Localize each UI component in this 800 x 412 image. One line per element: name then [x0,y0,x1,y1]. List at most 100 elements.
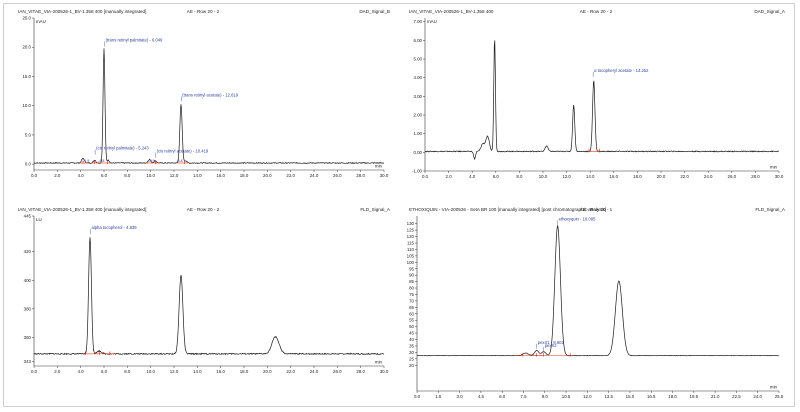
x-tick-label: 4.5 [478,394,485,399]
peak-small-label: -1.9 [83,159,89,163]
peak-small-label: 1 [92,348,94,352]
y-tick-label: 4.00 [413,75,422,80]
x-tick-label: 26.0 [333,369,342,374]
y-tick-label: -1.00 [412,169,423,174]
y-tick-label: 380 [24,306,32,311]
x-tick-label: 24.0 [753,394,762,399]
peak-small-label: -3.9 [148,159,154,163]
peak-small-label: -4.8 [98,159,104,163]
x-tick-label: 0.0 [414,394,421,399]
y-tick-label: 1.00 [413,131,422,136]
y-tick-label: 130 [407,221,415,226]
peak-annotation-label: (trans retinyl acetate) - 12.619 [182,92,239,97]
x-tick-label: 18.0 [240,173,249,178]
y-tick-label: 10.0 [22,103,31,108]
x-tick-label: 4.0 [78,369,85,374]
panel-filename: IAN_VITAE_VIA-200526-1_BV-1.358 400 [409,9,494,14]
x-tick-label: 22.0 [286,369,295,374]
panel-signal-name: DAD_Signal_B [359,9,390,14]
peak-annotation-label: α tocopheryl acetate - 14.252 [594,68,649,73]
x-tick-label: 30.0 [380,173,389,178]
x-tick-label: 14.0 [193,173,202,178]
x-tick-label: 28.0 [356,369,365,374]
x-tick-label: 22.0 [680,174,689,179]
panel-row-label: AE - Row 20 - 2 [186,207,220,212]
chromatogram-panel-bottom-left: IAN_VITAE_VIA-200526-1_BV-1.358 400 [man… [12,206,394,380]
panel-signal-name: FLD_Signal_A [755,207,785,212]
chromatogram-plot: 0.0 2.0 4.0 6.0 8.0 10.0 12.0 14.0 16.0 18.0 20.0 2… [412,18,784,179]
chromatogram-panel-top-left: IAN_VITAE_VIA-200526-1_BV-1.358 400 [man… [12,8,394,184]
y-tick-label: 95 [409,266,414,271]
panel-filename: ETHOXIQUIN - VIA-200526 - SetA BR 100 [m… [409,207,607,212]
y-tick-label: 105 [407,253,415,258]
chromatogram-trace [33,237,385,356]
y-tick-label: 0.00 [413,150,422,155]
chromatogram-panel-bottom-right: ETHOXIQUIN - VIA-200526 - SetA BR 100 [m… [403,206,789,405]
x-tick-label: 8.0 [124,369,131,374]
y-tick-label: 60 [409,311,414,316]
y-tick-label: 0.0 [25,162,32,167]
x-tick-label: 15.0 [626,394,635,399]
x-tick-label: 6.0 [101,369,108,374]
panel-filename: IAN_VITAE_VIA-200526-1_BV-1.358 400 [man… [18,9,147,14]
panel-signal-name: DAD_Signal_A [754,9,785,14]
x-tick-label: 8.0 [124,173,131,178]
x-tick-label: 12.0 [562,174,571,179]
y-tick-label: 360 [24,335,32,340]
y-tick-label: 5.0 [25,132,32,137]
x-tick-label: 10.0 [146,173,155,178]
y-tick-label: 50 [409,324,414,329]
x-tick-label: 14.0 [193,369,202,374]
y-axis-label: mAU [427,19,437,24]
x-tick-label: 18.0 [240,369,249,374]
y-tick-label: 65 [409,305,414,310]
x-tick-label: 21.0 [711,394,720,399]
x-tick-label: 20.0 [263,173,272,178]
y-tick-label: 343 [24,359,32,364]
peak-annotation-label: (cis retinyl acetate) - 10.419 [157,149,209,154]
y-tick-label: 70 [409,298,414,303]
y-tick-label: 445 [24,214,32,219]
x-axis-label: min [770,385,778,390]
x-tick-label: 9.0 [542,394,549,399]
y-tick-label: 75 [409,292,414,297]
panel-signal-name: FLD_Signal_A [360,207,390,212]
x-tick-label: 16.5 [647,394,656,399]
x-tick-label: 28.0 [751,174,760,179]
y-tick-label: 85 [409,279,414,284]
y-tick-label: 15.0 [22,74,31,79]
chromatogram-trace [416,225,780,357]
y-tick-label: 20 [409,363,414,368]
x-tick-label: 3.0 [457,394,464,399]
y-tick-label: 45 [409,331,414,336]
panel-row-label: AE - Row 20 - 1 [579,207,613,212]
x-tick-label: 24.0 [704,174,713,179]
x-tick-label: 22.0 [286,173,295,178]
x-tick-label: 22.5 [732,394,741,399]
x-tick-label: 30.0 [775,174,784,179]
y-axis-label: mAU [36,19,46,24]
x-tick-label: 18.0 [668,394,677,399]
x-tick-label: 30.0 [380,369,389,374]
chromatogram-plot: 0.0 2.0 4.0 6.0 8.0 10.0 12.0 14.0 16.0 18.0 20.0 2… [24,214,389,375]
screenshot-frame: IAN_VITAE_VIA-200526-1_BV-1.358 400 [man… [3,3,795,407]
panel-row-label: AE - Row 20 - 2 [579,9,613,14]
peak-annotation-label: alpha tocopherol - 4.839 [91,225,137,230]
peak-annotation-label: (trans retinyl palmitate) - 6.049 [106,37,163,42]
chromatogram-plot: 0.0 1.5 3.0 4.5 6.0 7.5 9.0 10.5 12.0 13.5 15.0 16.… [407,216,784,399]
panel-row-label: AE - Row 20 - 2 [186,9,220,14]
x-tick-label: 10.5 [562,394,571,399]
y-tick-label: 25.0 [22,16,31,21]
x-tick-label: 16.0 [610,174,619,179]
x-axis-label: min [375,164,383,169]
chromatogram-plot: 0.0 2.0 4.0 6.0 8.0 10.0 12.0 14.0 16.0 18.0 20.0 2… [22,16,389,179]
x-tick-label: 16.0 [216,369,225,374]
x-tick-label: 1.5 [435,394,442,399]
x-tick-label: 10.0 [539,174,548,179]
x-tick-label: 2.0 [54,173,61,178]
y-tick-label: 40 [409,337,414,342]
x-tick-label: 4.0 [469,174,476,179]
y-tick-label: 55 [409,318,414,323]
y-tick-label: 7.00 [413,19,422,24]
peak-annotation-label: ethoxyquin - 10.085 [559,216,596,221]
